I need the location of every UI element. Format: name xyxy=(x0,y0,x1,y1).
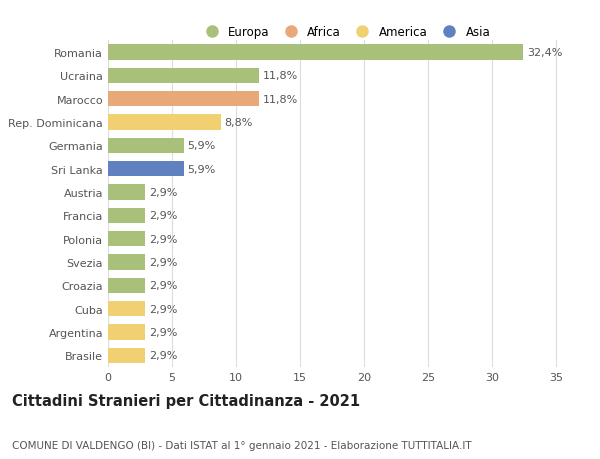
Text: 2,9%: 2,9% xyxy=(149,304,178,314)
Text: 2,9%: 2,9% xyxy=(149,234,178,244)
Text: Cittadini Stranieri per Cittadinanza - 2021: Cittadini Stranieri per Cittadinanza - 2… xyxy=(12,393,360,409)
Text: COMUNE DI VALDENGO (BI) - Dati ISTAT al 1° gennaio 2021 - Elaborazione TUTTITALI: COMUNE DI VALDENGO (BI) - Dati ISTAT al … xyxy=(12,440,472,450)
Text: 5,9%: 5,9% xyxy=(187,164,215,174)
Bar xyxy=(108,278,145,293)
Bar xyxy=(108,45,523,61)
Text: 5,9%: 5,9% xyxy=(187,141,215,151)
Bar xyxy=(108,69,259,84)
Bar xyxy=(108,302,145,317)
Bar xyxy=(108,348,145,363)
Bar xyxy=(108,115,221,130)
Bar xyxy=(108,139,184,154)
Legend: Europa, Africa, America, Asia: Europa, Africa, America, Asia xyxy=(195,21,495,44)
Text: 11,8%: 11,8% xyxy=(263,71,298,81)
Bar xyxy=(108,232,145,247)
Bar xyxy=(108,162,184,177)
Text: 11,8%: 11,8% xyxy=(263,95,298,105)
Text: 2,9%: 2,9% xyxy=(149,188,178,198)
Text: 2,9%: 2,9% xyxy=(149,327,178,337)
Text: 32,4%: 32,4% xyxy=(527,48,562,58)
Text: 8,8%: 8,8% xyxy=(224,118,253,128)
Bar xyxy=(108,208,145,224)
Text: 2,9%: 2,9% xyxy=(149,257,178,268)
Bar xyxy=(108,185,145,200)
Bar xyxy=(108,255,145,270)
Bar xyxy=(108,92,259,107)
Text: 2,9%: 2,9% xyxy=(149,281,178,291)
Text: 2,9%: 2,9% xyxy=(149,211,178,221)
Text: 2,9%: 2,9% xyxy=(149,351,178,361)
Bar xyxy=(108,325,145,340)
